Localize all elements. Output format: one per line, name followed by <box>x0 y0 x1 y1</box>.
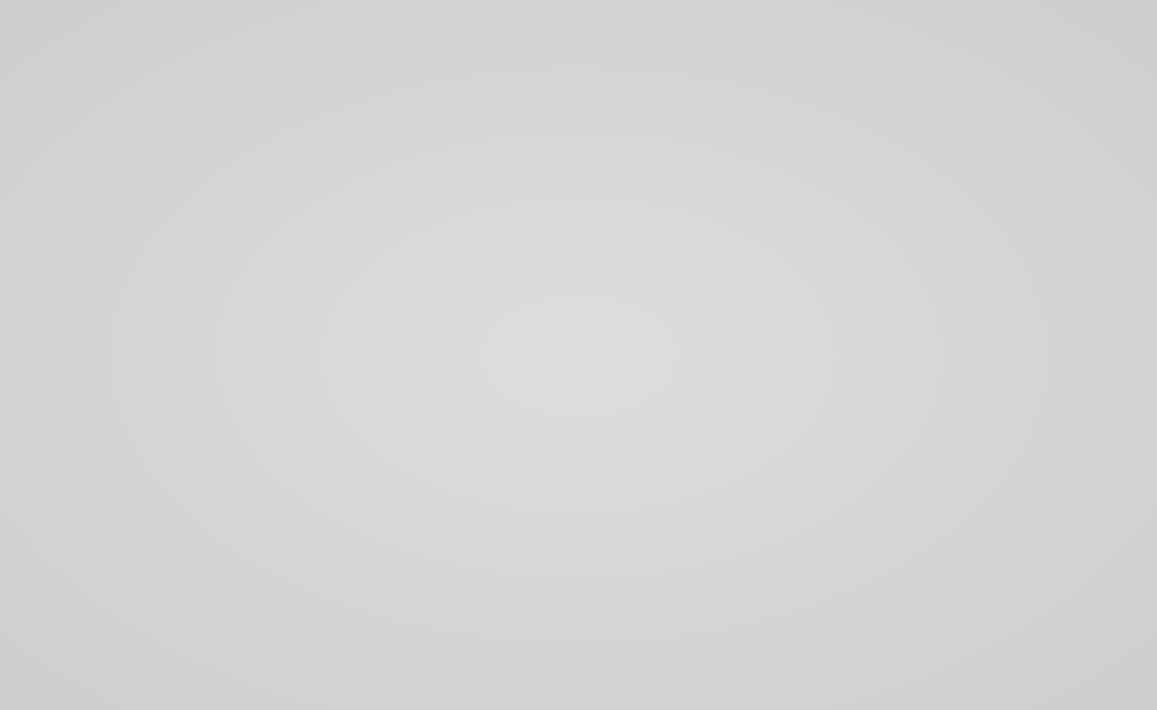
Text: $1s^{2}2s^{2}2p^{2}$: $1s^{2}2s^{2}2p^{2}$ <box>238 377 353 406</box>
Text: $1s^{2}2s^{2}2p^{4}$: $1s^{2}2s^{2}2p^{4}$ <box>238 503 354 532</box>
Text: $1s^{2}2s^{2}3p^{2}$: $1s^{2}2s^{2}3p^{2}$ <box>238 439 353 469</box>
Text: What is the electron configuration for a neutral atom of sodium?: What is the electron configuration for a… <box>202 258 1017 278</box>
Text: $1s^{2}2s^{2}2p^{6}$: $1s^{2}2s^{2}2p^{6}$ <box>238 314 353 343</box>
Text: BR Electron Configuration: BR Electron Configuration <box>187 143 724 185</box>
